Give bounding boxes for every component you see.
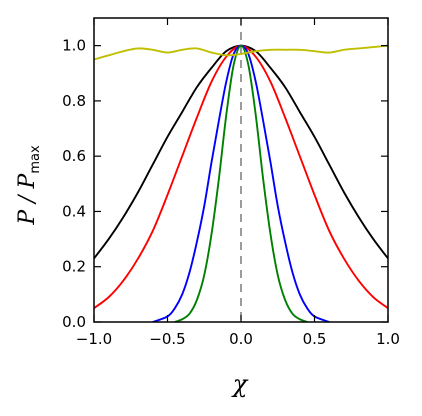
axis-labels: χ P / Pmax	[15, 145, 249, 398]
y-tick-label: 0.0	[62, 313, 86, 331]
y-tick-label: 0.4	[62, 202, 86, 220]
plot-frame	[93, 17, 389, 323]
y-axis-label: P / Pmax	[15, 145, 43, 226]
x-tick-label: −0.5	[149, 330, 185, 348]
y-tick-label: 0.8	[62, 92, 86, 110]
y-axis-label-main: P / P	[15, 172, 40, 225]
axes: −1.0 −0.5 0.0 0.5 1.0 0.0 0.2 0.4 0.6 0.8 1.0	[62, 17, 400, 348]
y-axis-label-sub: max	[28, 145, 43, 174]
series-line-5	[94, 44, 388, 61]
series-line-4	[174, 44, 308, 322]
plot-area	[94, 18, 388, 322]
x-tick-label: 0.5	[303, 330, 327, 348]
x-tick-label: 0.0	[229, 330, 253, 348]
y-tick-label: 0.2	[62, 258, 86, 276]
x-tick-label: −1.0	[76, 330, 112, 348]
series-line-3	[152, 44, 330, 322]
x-axis-label: χ	[231, 370, 249, 398]
y-tick-label: 1.0	[62, 37, 86, 55]
series-group	[94, 44, 388, 322]
y-tick-label: 0.6	[62, 147, 86, 165]
x-tick-label: 1.0	[376, 330, 400, 348]
